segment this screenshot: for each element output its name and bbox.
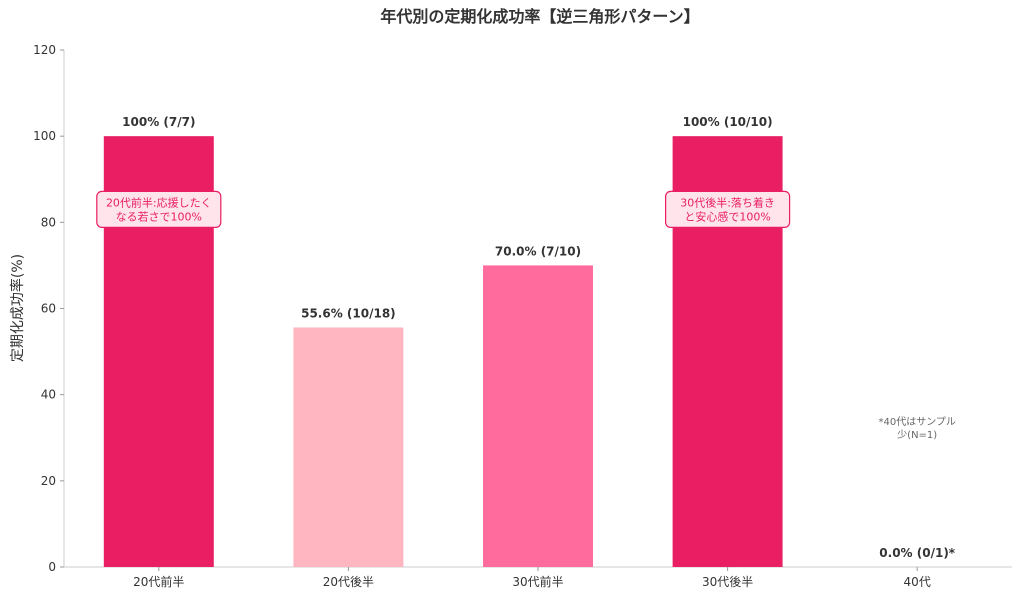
- y-tick-label: 0: [48, 560, 56, 574]
- bar: [293, 327, 404, 567]
- x-tick-label: 20代後半: [323, 575, 374, 589]
- data-label: 55.6% (10/18): [301, 306, 396, 320]
- bar: [483, 265, 593, 567]
- x-tick-label: 30代前半: [512, 574, 563, 589]
- annotation-box: [664, 190, 791, 229]
- x-tick-label: 20代前半: [133, 574, 184, 589]
- sample-note-text: 少(N=1): [897, 429, 937, 441]
- data-label: 70.0% (7/10): [495, 244, 581, 258]
- annotation-text: 20代前半:応援したく: [106, 195, 212, 209]
- annotation-text: なる若さで100%: [116, 210, 202, 223]
- x-tick-label: 40代: [904, 575, 931, 589]
- data-label: 100% (7/7): [122, 115, 195, 129]
- annotation-text: と安心感で100%: [684, 209, 770, 223]
- annotation-box: [96, 190, 222, 229]
- x-tick-label: 30代後半: [702, 575, 753, 589]
- y-axis-label: 定期化成功率(%): [9, 254, 26, 362]
- y-tick-label: 80: [41, 215, 56, 229]
- data-label: 100% (10/10): [683, 115, 773, 129]
- data-labels: 100% (7/7) 55.6% (10/18) 70.0% (7/10) 100% …: [122, 115, 956, 560]
- annotation-text: 30代後半:落ち着き: [680, 195, 775, 209]
- chart-title: 年代別の定期化成功率【逆三角形パターン】: [380, 7, 699, 26]
- axes: 0 20 40 60 80 100 120 20代前半 20代後半 30代前半 30代後半 40代: [33, 43, 1012, 589]
- y-tick-label: 120: [33, 43, 56, 57]
- y-tick-label: 40: [41, 388, 56, 402]
- y-tick-label: 100: [33, 129, 56, 143]
- y-tick-label: 20: [41, 474, 56, 488]
- y-tick-label: 60: [41, 302, 56, 316]
- data-label: 0.0% (0/1)*: [879, 546, 956, 560]
- sample-note-text: *40代はサンプル: [878, 416, 955, 428]
